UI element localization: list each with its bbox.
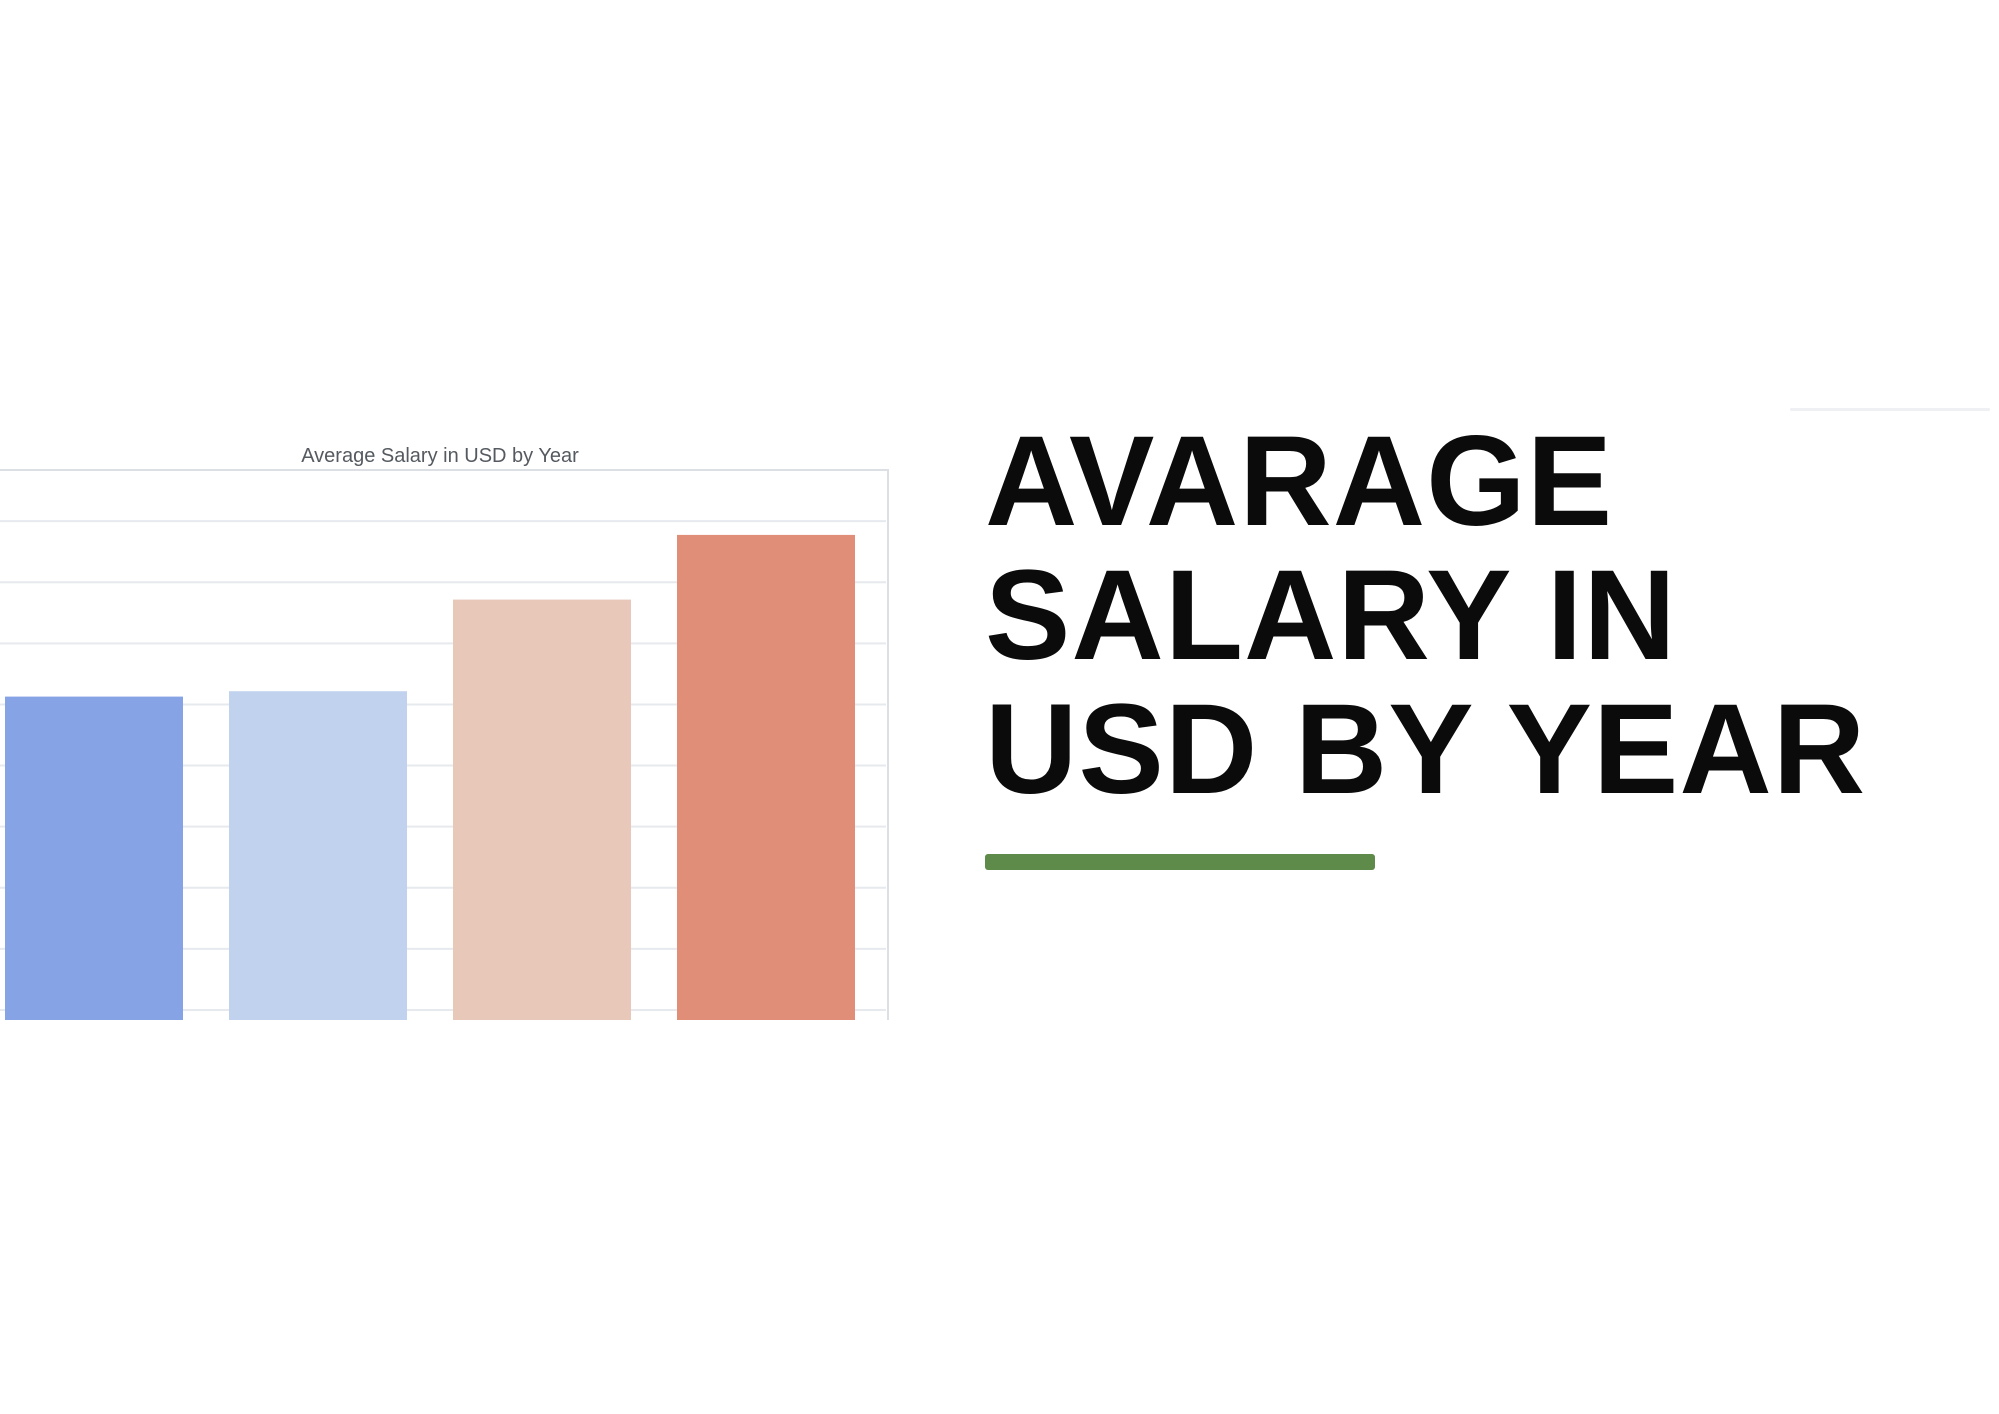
bars bbox=[5, 534, 855, 1020]
bar-1 bbox=[5, 696, 183, 1020]
chart-title: Average Salary in USD by Year bbox=[301, 445, 579, 467]
salary-bar-chart: Average Salary in USD by Year bbox=[0, 420, 900, 1020]
headline-line-2: SALARY IN bbox=[985, 544, 1677, 687]
accent-underline bbox=[985, 854, 1375, 870]
bar-4 bbox=[677, 534, 855, 1020]
bar-2 bbox=[229, 691, 407, 1020]
headline-line-1: AVARAGE bbox=[985, 410, 1614, 553]
headline-line-3: USD BY YEAR bbox=[985, 678, 1867, 821]
plot-frame bbox=[0, 469, 889, 1020]
corner-decoration bbox=[1790, 408, 1990, 411]
bar-3 bbox=[453, 599, 631, 1020]
headline: AVARAGE SALARY IN USD BY YEAR bbox=[985, 415, 1985, 817]
chart-svg: Average Salary in USD by Year bbox=[0, 445, 889, 1020]
